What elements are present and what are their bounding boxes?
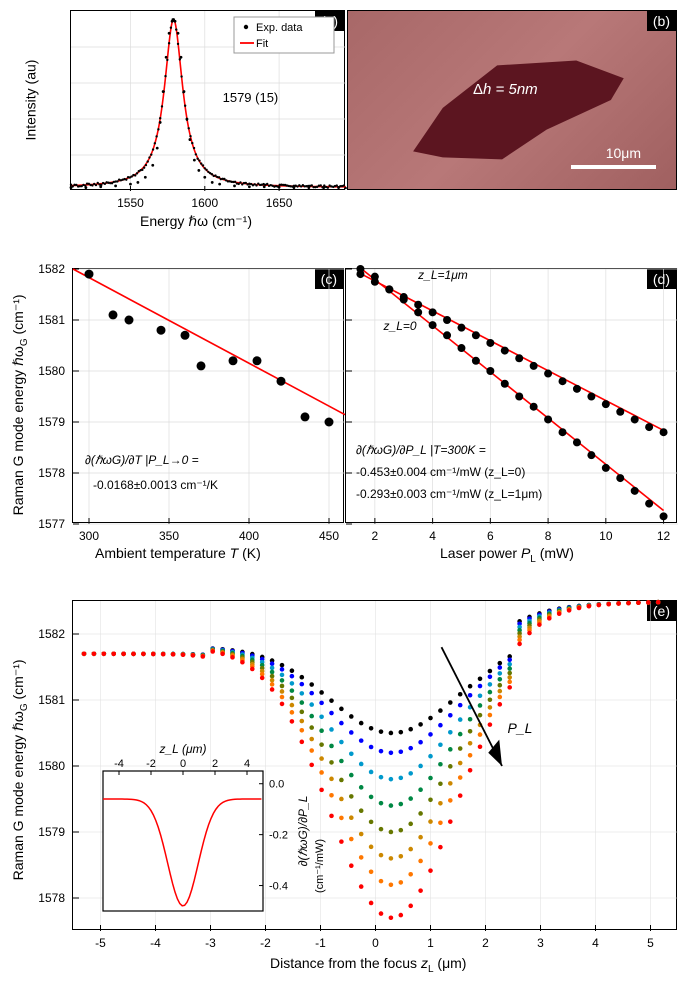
svg-text:z_L (μm): z_L (μm) <box>158 742 206 756</box>
panel-b-scalebar <box>571 165 656 169</box>
svg-text:-0.2: -0.2 <box>269 830 288 842</box>
panel-c-xlabel: Ambient temperature T (K) <box>95 545 261 561</box>
svg-text:1550: 1550 <box>117 196 144 210</box>
panel-cd-ylabel: Raman G mode energy ℏωG (cm⁻¹) <box>10 275 30 535</box>
panel-b-scaletext: 10μm <box>606 145 641 161</box>
svg-text:0: 0 <box>372 936 379 950</box>
panel-c: (c) 300350400450157715781579158015811582… <box>72 268 344 523</box>
panel-e-xlabel: Distance from the focus zL (μm) <box>270 955 466 975</box>
svg-text:6: 6 <box>487 529 494 543</box>
panel-c-plot: 300350400450157715781579158015811582∂(ℏω… <box>73 269 343 522</box>
svg-text:1580: 1580 <box>38 364 65 378</box>
svg-text:3: 3 <box>537 936 544 950</box>
panel-a-plot: 1550160016501579 (15)Exp. dataFit <box>71 11 344 189</box>
panel-e-plot: -5-4-3-2-101234515781579158015811582P_L-… <box>73 601 676 929</box>
svg-text:1582: 1582 <box>38 627 65 641</box>
svg-text:-0.4: -0.4 <box>269 881 288 893</box>
svg-text:0.0: 0.0 <box>269 779 284 791</box>
svg-text:12: 12 <box>657 529 671 543</box>
svg-text:1579 (15): 1579 (15) <box>223 90 279 105</box>
svg-text:4: 4 <box>429 529 436 543</box>
svg-text:8: 8 <box>545 529 552 543</box>
svg-text:1: 1 <box>427 936 434 950</box>
panel-b-dh: Δh = Δh = 5nm5nm <box>473 81 538 98</box>
svg-text:∂(ℏωG)/∂T |P_L→0 =: ∂(ℏωG)/∂T |P_L→0 = <box>85 453 199 467</box>
svg-text:z_L=0: z_L=0 <box>383 319 417 333</box>
svg-text:5: 5 <box>647 936 654 950</box>
svg-text:350: 350 <box>159 529 179 543</box>
svg-text:10: 10 <box>599 529 613 543</box>
svg-text:1600: 1600 <box>191 196 218 210</box>
panel-b: (b) Δh = Δh = 5nm5nm 10μm <box>347 10 677 190</box>
svg-text:P_L: P_L <box>508 720 533 736</box>
panel-a: (a) 1550160016501579 (15)Exp. dataFit <box>70 10 345 190</box>
svg-text:-1: -1 <box>315 936 326 950</box>
svg-text:2: 2 <box>372 529 379 543</box>
panel-a-xlabel: Energy ℏω (cm⁻¹) <box>140 213 252 230</box>
svg-text:∂(ℏωG)/∂P_L: ∂(ℏωG)/∂P_L <box>296 796 310 867</box>
svg-text:-0.293±0.003 cm⁻¹/mW (z_L=1μm): -0.293±0.003 cm⁻¹/mW (z_L=1μm) <box>356 487 542 501</box>
svg-text:-2: -2 <box>260 936 271 950</box>
panel-e-ylabel: Raman G mode energy ℏωG (cm⁻¹) <box>10 640 30 900</box>
svg-text:2: 2 <box>482 936 489 950</box>
svg-text:-0.0168±0.0013 cm⁻¹/K: -0.0168±0.0013 cm⁻¹/K <box>93 478 218 492</box>
svg-text:Exp. data: Exp. data <box>256 22 303 34</box>
svg-text:(cm⁻¹/mW): (cm⁻¹/mW) <box>314 839 326 893</box>
panel-b-flake <box>348 11 676 189</box>
svg-text:1581: 1581 <box>38 693 65 707</box>
svg-text:1581: 1581 <box>38 313 65 327</box>
svg-text:4: 4 <box>592 936 599 950</box>
svg-text:4: 4 <box>244 758 250 770</box>
svg-text:1577: 1577 <box>38 517 65 531</box>
svg-text:1578: 1578 <box>38 466 65 480</box>
svg-text:0: 0 <box>180 758 186 770</box>
svg-text:1650: 1650 <box>266 196 293 210</box>
panel-d-xlabel: Laser power PL (mW) <box>440 545 574 565</box>
svg-text:1579: 1579 <box>38 825 65 839</box>
svg-text:-0.453±0.004 cm⁻¹/mW (z_L=0): -0.453±0.004 cm⁻¹/mW (z_L=0) <box>356 465 525 479</box>
svg-text:2: 2 <box>212 758 218 770</box>
panel-d-plot: 24681012z_L=0z_L=1μm∂(ℏωG)/∂P_L |T=300K … <box>346 269 676 522</box>
panel-a-ylabel: Intensity (au) <box>22 60 38 141</box>
svg-text:1580: 1580 <box>38 759 65 773</box>
svg-text:-5: -5 <box>95 936 106 950</box>
svg-text:1579: 1579 <box>38 415 65 429</box>
svg-text:-4: -4 <box>150 936 161 950</box>
panel-e: (e) -5-4-3-2-101234515781579158015811582… <box>72 600 677 930</box>
svg-text:1578: 1578 <box>38 891 65 905</box>
svg-text:-4: -4 <box>114 758 124 770</box>
svg-text:z_L=1μm: z_L=1μm <box>417 268 468 282</box>
svg-text:Fit: Fit <box>256 38 268 50</box>
svg-text:∂(ℏωG)/∂P_L |T=300K =: ∂(ℏωG)/∂P_L |T=300K = <box>356 443 486 457</box>
svg-text:-2: -2 <box>146 758 156 770</box>
svg-text:1582: 1582 <box>38 262 65 276</box>
svg-text:-3: -3 <box>205 936 216 950</box>
svg-text:450: 450 <box>319 529 339 543</box>
panel-d: (d) 24681012z_L=0z_L=1μm∂(ℏωG)/∂P_L |T=3… <box>345 268 677 523</box>
svg-text:400: 400 <box>239 529 259 543</box>
svg-text:300: 300 <box>79 529 99 543</box>
